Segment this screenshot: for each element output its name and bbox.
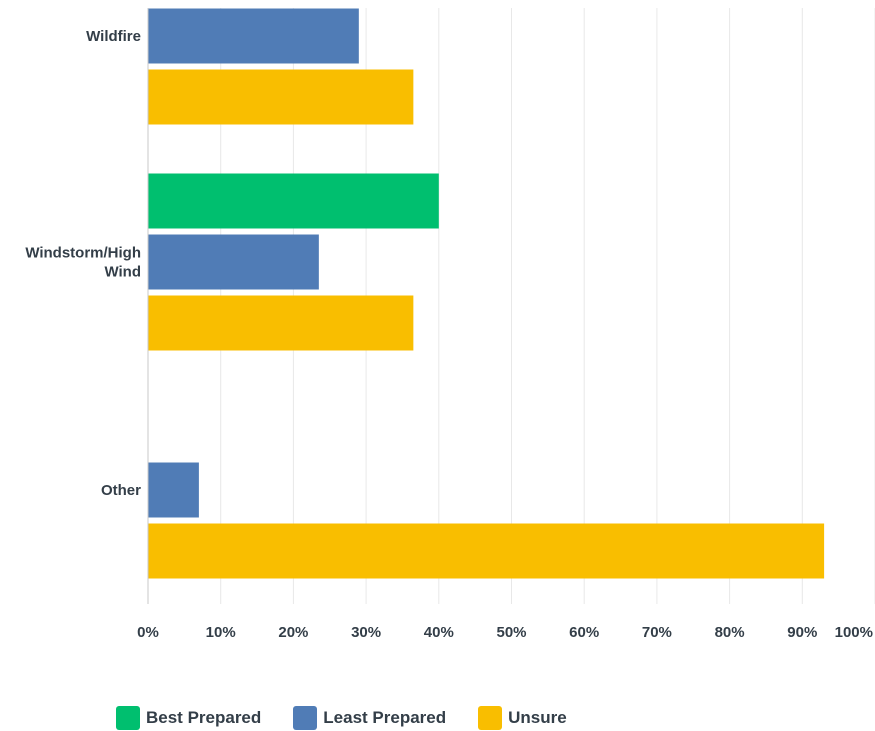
- legend-label-unsure: Unsure: [508, 708, 567, 727]
- legend-swatch-least-prepared: [293, 706, 318, 730]
- bar-wildfire-least-prepared: [148, 8, 359, 64]
- x-tick-label: 90%: [787, 624, 817, 641]
- bar-windstorm-high-wind-unsure: [148, 295, 414, 351]
- x-tick-labels: 0% 10% 20% 30% 40% 50% 60% 70% 80% 90% 100%: [137, 624, 873, 641]
- x-tick-label: 80%: [715, 624, 745, 641]
- legend-item-least-prepared: Least Prepared: [293, 706, 446, 730]
- legend: Best Prepared Least Prepared Unsure: [116, 706, 567, 730]
- category-label-other: Other: [101, 482, 141, 499]
- x-tick-label: 60%: [569, 624, 599, 641]
- legend-item-best-prepared: Best Prepared: [116, 706, 261, 730]
- bar-other-unsure: [148, 523, 825, 579]
- bar-wildfire-unsure: [148, 69, 414, 125]
- category-label-windstorm-high-wind: Windstorm/High Wind: [25, 245, 141, 281]
- bar-windstorm-high-wind-best-prepared: [148, 173, 439, 229]
- x-tick-label: 100%: [835, 624, 873, 641]
- legend-label-best-prepared: Best Prepared: [146, 708, 262, 727]
- legend-item-unsure: Unsure: [478, 706, 567, 730]
- x-tick-label: 0%: [137, 624, 159, 641]
- legend-label-least-prepared: Least Prepared: [323, 708, 447, 727]
- x-tick-label: 50%: [496, 624, 526, 641]
- x-tick-label: 40%: [424, 624, 454, 641]
- legend-swatch-best-prepared: [116, 706, 140, 730]
- category-labels: Wildfire Windstorm/High Wind Other: [25, 28, 141, 499]
- legend-swatch-unsure: [478, 706, 503, 730]
- x-tick-label: 70%: [642, 624, 672, 641]
- x-tick-label: 20%: [278, 624, 308, 641]
- bar-windstorm-high-wind-least-prepared: [148, 234, 319, 290]
- bar-other-least-prepared: [148, 462, 199, 518]
- category-label-wildfire: Wildfire: [86, 28, 141, 45]
- bars: [148, 8, 825, 579]
- x-tick-label: 30%: [351, 624, 381, 641]
- x-tick-label: 10%: [206, 624, 236, 641]
- bar-chart: Wildfire Windstorm/High Wind Other 0% 10% 20%…: [25, 8, 875, 641]
